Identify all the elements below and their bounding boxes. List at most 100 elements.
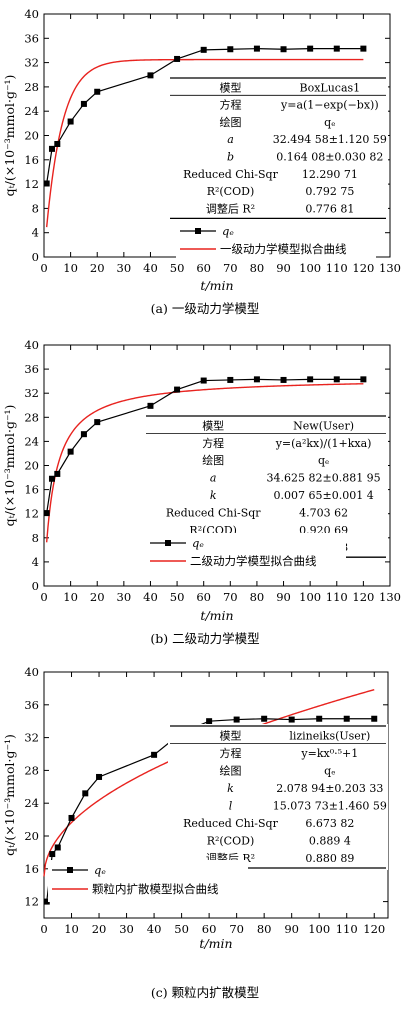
legend-label-data: qₑ [222, 224, 234, 238]
fit-curve [45, 383, 364, 543]
x-tick-label: 10 [63, 590, 78, 604]
table-row-value: 12.290 71 [302, 168, 358, 181]
x-tick-label: 10 [63, 261, 78, 275]
data-point [48, 475, 55, 482]
x-tick-label: 50 [174, 922, 189, 936]
y-tick-label: 16 [24, 862, 39, 876]
x-tick-label: 90 [276, 261, 291, 275]
data-point [54, 470, 61, 477]
x-axis-label: t/min [199, 936, 232, 951]
y-tick-label: 24 [24, 434, 39, 448]
table-row-label: 方程 [219, 746, 241, 760]
data-point [82, 790, 89, 797]
y-tick-label: 12 [24, 177, 39, 191]
table-row-value: qₑ [324, 765, 335, 778]
table-row-label: 绘图 [202, 453, 224, 467]
table-row-label: b [227, 151, 234, 164]
table-row-value: qₑ [324, 116, 335, 129]
data-point [67, 448, 74, 455]
chart-first-order: 0 10 20 30 40 50 60 70 80 90 100 110 120 130 0 4 8 12 16 20… [2, 7, 401, 316]
table-row-value: 0.007 65±0.001 4 [274, 489, 374, 502]
data-point [200, 377, 207, 384]
table-row-value: 0.792 75 [305, 185, 354, 198]
table-row-value: 2.078 94±0.203 33 [276, 782, 383, 795]
table-background [168, 76, 388, 221]
x-tick-label: 100 [299, 261, 321, 275]
data-point [94, 88, 101, 95]
panel-first-order: 0 10 20 30 40 50 60 70 80 90 100 110 120 130 0 4 8 12 16 20… [0, 0, 410, 330]
x-tick-label: 90 [276, 590, 291, 604]
y-tick-label: 0 [32, 250, 39, 264]
x-tick-label: 50 [170, 261, 185, 275]
x-tick-label: 60 [202, 922, 217, 936]
table-row-value: 32.494 58±1.120 59 [273, 133, 387, 146]
y-tick-label: 40 [24, 665, 39, 679]
y-axis-label: qₜ/(×10⁻³mmol·g⁻¹) [2, 734, 17, 856]
y-tick-label: 16 [24, 483, 39, 497]
x-tick-label: 130 [379, 261, 401, 275]
data-point [68, 814, 75, 821]
legend-background [48, 860, 248, 902]
table-header-cell: 模型 [202, 418, 224, 432]
data-point [206, 718, 213, 725]
panel-intraparticle: 0 10 20 30 40 50 60 70 80 90 100 110 120 12 16 20 24 28 32… [0, 660, 410, 1013]
x-tick-label: 30 [119, 922, 134, 936]
table-row-label: a [210, 472, 217, 485]
x-tick-label: 60 [196, 261, 211, 275]
fit-curve [45, 58, 364, 228]
x-tick-label: 20 [90, 261, 105, 275]
data-point [261, 715, 268, 722]
x-tick-label: 120 [352, 590, 374, 604]
x-tick-label: 80 [250, 261, 265, 275]
x-tick-label: 80 [250, 590, 265, 604]
y-tick-label: 20 [24, 129, 39, 143]
data-point [316, 715, 323, 722]
data-point [200, 46, 207, 53]
legend-label-data: qₑ [192, 536, 204, 550]
data-point [94, 419, 101, 426]
chart-intraparticle: 0 10 20 30 40 50 60 70 80 90 100 110 120 12 16 20 24 28 32… [2, 665, 389, 1000]
data-point [227, 46, 234, 53]
y-tick-label: 0 [32, 579, 39, 593]
y-tick-label: 12 [24, 895, 39, 909]
table-row-value: 15.073 73±1.460 59 [273, 800, 387, 813]
x-tick-label: 70 [229, 922, 244, 936]
x-tick-label: 0 [40, 261, 47, 275]
table-row-label: R²(COD) [207, 835, 255, 848]
x-tick-label: 30 [117, 590, 132, 604]
legend-label-data: qₑ [94, 863, 106, 877]
table-row-value: 0.880 89 [305, 852, 354, 865]
table-row-value: 34.625 82±0.881 95 [267, 472, 381, 485]
y-tick-label: 20 [24, 459, 39, 473]
data-point [48, 145, 55, 152]
table-row-value: 4.703 62 [299, 506, 348, 519]
data-point [43, 180, 50, 187]
x-tick-label: 110 [326, 261, 348, 275]
x-tick-label: 80 [257, 922, 272, 936]
chart-second-order: 0 10 20 30 40 50 60 70 80 90 100 110 120 130 0 4 8 12 16 20… [2, 338, 401, 646]
y-tick-label: 16 [24, 153, 39, 167]
panel-second-order: 0 10 20 30 40 50 60 70 80 90 100 110 120 130 0 4 8 12 16 20… [0, 330, 410, 660]
x-tick-label: 100 [308, 922, 330, 936]
x-tick-label: 130 [379, 590, 401, 604]
x-tick-label: 60 [196, 590, 211, 604]
legend-label-fit: 二级动力学模型拟合曲线 [190, 554, 317, 568]
data-point [233, 716, 240, 723]
data-point [54, 844, 61, 851]
x-tick-label: 20 [90, 590, 105, 604]
data-point [333, 376, 340, 383]
data-point [371, 715, 378, 722]
table-row-value: 6.673 82 [305, 817, 354, 830]
y-axis-label: qₜ/(×10⁻³mmol·g⁻¹) [2, 75, 17, 197]
figure-caption: (a) 一级动力学模型 [151, 301, 260, 316]
x-tick-label: 110 [326, 590, 348, 604]
y-tick-label: 12 [24, 507, 39, 521]
x-tick-label: 50 [170, 590, 185, 604]
data-point [280, 46, 287, 53]
table-row-value: 0.776 81 [305, 202, 354, 215]
table-row-label: Reduced Chi-Sqr [183, 817, 278, 830]
data-point [307, 376, 314, 383]
table-row-label: k [210, 489, 217, 502]
data-point [80, 100, 87, 107]
x-tick-label: 0 [40, 590, 47, 604]
